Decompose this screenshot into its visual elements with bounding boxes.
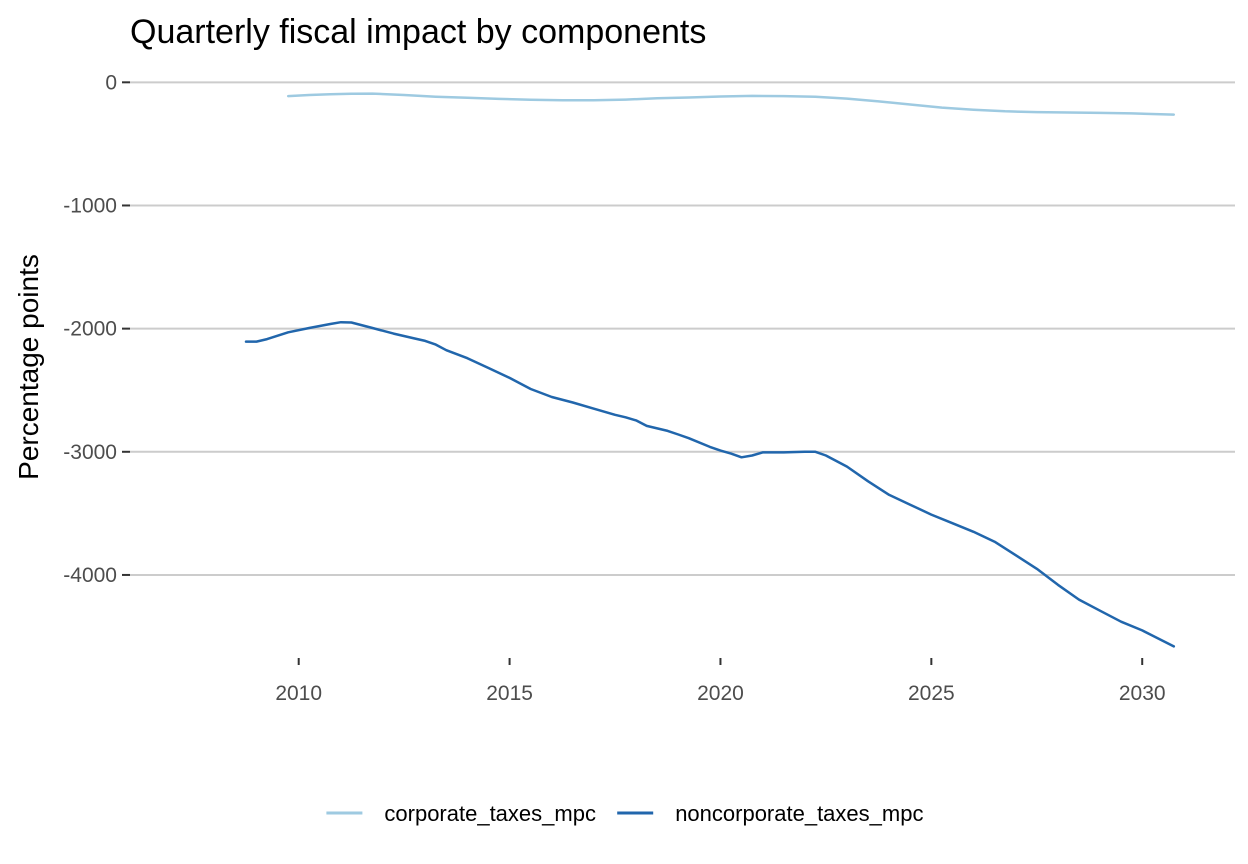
x-tick-label: 2015 bbox=[486, 682, 533, 705]
y-tick-label: -4000 bbox=[63, 564, 117, 587]
series-line-corporate_taxes_mpc bbox=[286, 92, 1176, 116]
grid-layer bbox=[130, 81, 1235, 576]
x-tick-label: 2030 bbox=[1119, 682, 1166, 705]
legend-item: corporate_taxes_mpc bbox=[326, 801, 596, 826]
legend: corporate_taxes_mpc noncorporate_taxes_mp… bbox=[326, 801, 923, 826]
x-tick-label: 2025 bbox=[908, 682, 955, 705]
x-tick-label: 2010 bbox=[275, 682, 322, 705]
chart-title: Quarterly fiscal impact by components bbox=[130, 13, 706, 51]
y-axis: 0 -1000 -2000 -3000 -4000 bbox=[63, 71, 130, 587]
legend-label: corporate_taxes_mpc bbox=[384, 801, 596, 826]
x-tick-label: 2020 bbox=[697, 682, 744, 705]
y-tick-label: -3000 bbox=[63, 441, 117, 464]
series-layer bbox=[244, 92, 1176, 648]
y-tick-label: -1000 bbox=[63, 194, 117, 217]
legend-item: noncorporate_taxes_mpc bbox=[617, 801, 923, 826]
y-tick-label: -2000 bbox=[63, 318, 117, 341]
y-axis-label: Percentage points bbox=[13, 254, 44, 480]
y-tick-label: 0 bbox=[105, 71, 117, 94]
x-axis: 2010 2015 2020 2025 2030 bbox=[275, 658, 1166, 705]
series-line-noncorporate_taxes_mpc bbox=[244, 320, 1176, 648]
legend-label: noncorporate_taxes_mpc bbox=[675, 801, 923, 826]
